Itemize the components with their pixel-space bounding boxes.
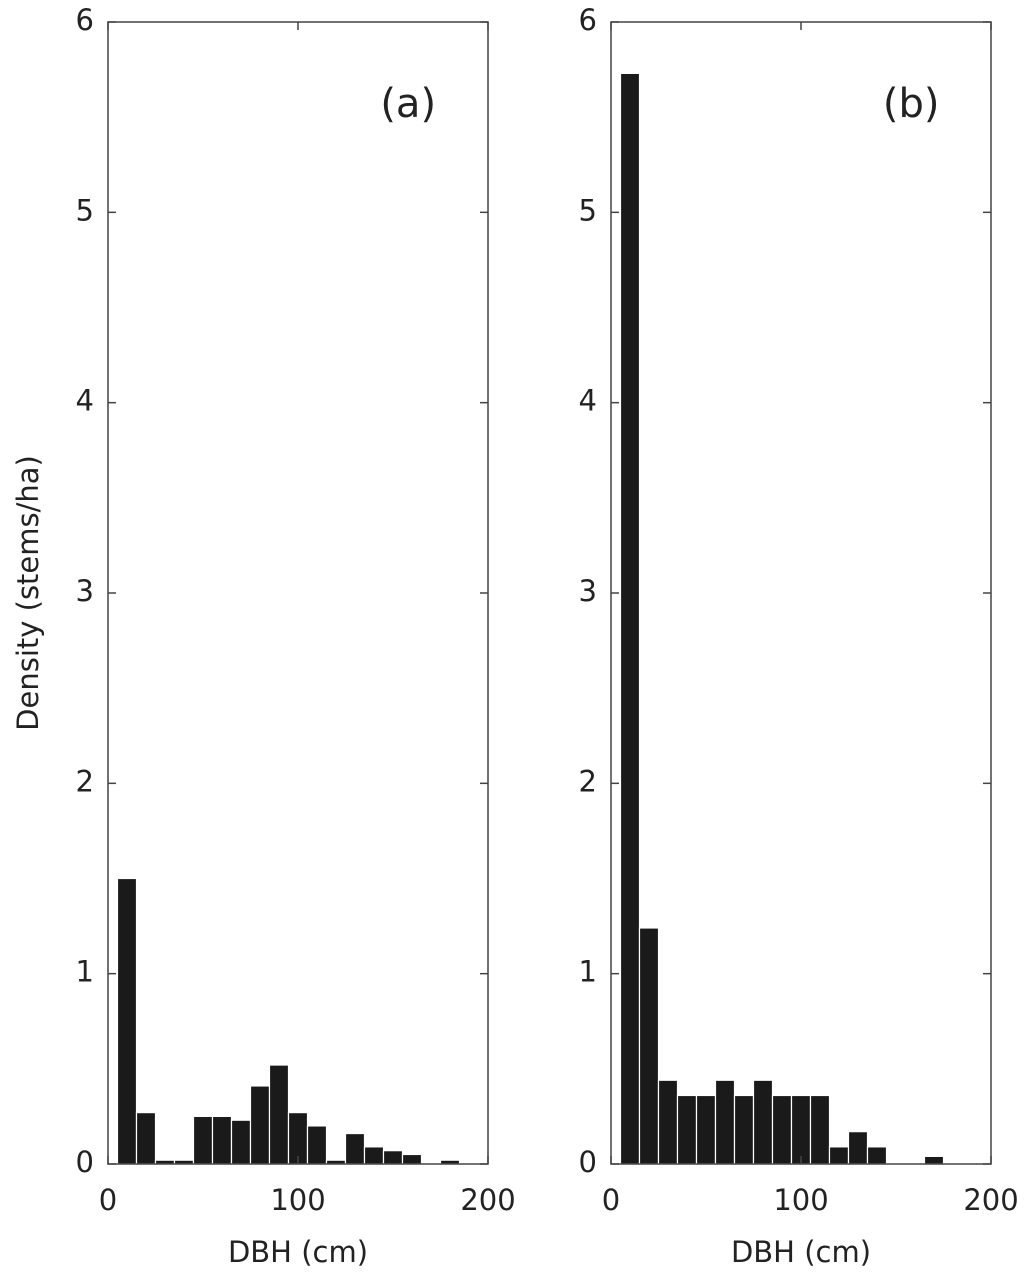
x-tick-label: 0 bbox=[602, 1183, 620, 1217]
panel-annotation: (b) bbox=[883, 81, 940, 127]
bar bbox=[752, 1079, 774, 1165]
y-tick-label: 3 bbox=[579, 574, 597, 608]
bar bbox=[676, 1094, 698, 1165]
y-tick-label: 0 bbox=[579, 1145, 597, 1179]
y-tick-label: 4 bbox=[579, 384, 597, 418]
bar bbox=[268, 1064, 290, 1165]
x-axis-label: DBH (cm) bbox=[228, 1235, 368, 1269]
bar bbox=[211, 1115, 233, 1165]
bar bbox=[116, 877, 138, 1165]
bar bbox=[344, 1132, 366, 1165]
y-tick-label: 1 bbox=[579, 955, 597, 989]
x-tick-label: 200 bbox=[460, 1183, 515, 1217]
y-tick-label: 6 bbox=[579, 3, 597, 37]
bar bbox=[306, 1125, 328, 1165]
y-tick-label: 6 bbox=[76, 3, 94, 37]
bar bbox=[382, 1150, 404, 1165]
y-tick-label: 0 bbox=[76, 1145, 94, 1179]
x-axis-label: DBH (cm) bbox=[731, 1235, 871, 1269]
y-tick-label: 3 bbox=[76, 574, 94, 608]
bar bbox=[828, 1146, 850, 1165]
y-tick-label: 2 bbox=[76, 764, 94, 798]
bar bbox=[619, 72, 641, 1165]
bar bbox=[401, 1153, 423, 1165]
x-tick-label: 0 bbox=[99, 1183, 117, 1217]
axes-frame bbox=[107, 21, 489, 1165]
y-tick-label: 4 bbox=[76, 384, 94, 418]
axes-frame bbox=[610, 21, 992, 1165]
bar bbox=[249, 1085, 271, 1165]
y-tick-label: 5 bbox=[579, 193, 597, 227]
y-tick-label: 1 bbox=[76, 955, 94, 989]
y-axis-label: Density (stems/ha) bbox=[11, 455, 45, 731]
bar bbox=[771, 1094, 793, 1165]
bar bbox=[192, 1115, 214, 1165]
bar bbox=[809, 1094, 831, 1165]
bar bbox=[363, 1146, 385, 1165]
bar bbox=[866, 1146, 888, 1165]
bar bbox=[135, 1112, 157, 1165]
bar bbox=[657, 1079, 679, 1165]
x-tick-label: 100 bbox=[773, 1183, 828, 1217]
bar bbox=[847, 1131, 869, 1165]
bar bbox=[638, 927, 660, 1165]
y-tick-label: 2 bbox=[579, 764, 597, 798]
panel-annotation: (a) bbox=[380, 81, 436, 127]
x-tick-label: 100 bbox=[270, 1183, 325, 1217]
bar bbox=[230, 1119, 252, 1165]
bar bbox=[695, 1094, 717, 1165]
bar bbox=[790, 1094, 812, 1165]
bar bbox=[733, 1094, 755, 1165]
bar bbox=[923, 1155, 945, 1165]
bar bbox=[714, 1079, 736, 1165]
y-tick-label: 5 bbox=[76, 193, 94, 227]
x-tick-label: 200 bbox=[963, 1183, 1018, 1217]
